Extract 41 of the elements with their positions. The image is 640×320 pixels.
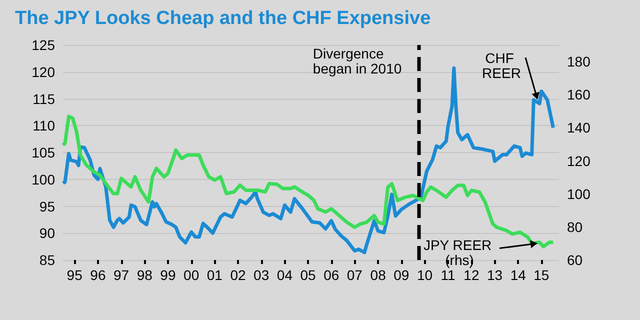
ref-line-label: Divergence began in 2010	[312, 46, 402, 76]
x-tick-label: 13	[486, 267, 503, 283]
y-tick-label: 110	[32, 118, 56, 134]
y-tick-label: 100	[32, 171, 56, 188]
x-tick-label: 98	[136, 267, 153, 283]
y-tick-label: 95	[39, 198, 56, 214]
x-tick-label: 12	[464, 267, 480, 283]
y-tick-label: 115	[32, 90, 56, 107]
x-tick-label: 08	[370, 267, 386, 283]
x-tick-label: 97	[113, 267, 130, 283]
y2-tick-label: 160	[567, 86, 591, 103]
x-tick-label: 95	[66, 267, 83, 283]
series-label: CHF REER	[482, 50, 521, 82]
x-tick-label: 10	[416, 267, 433, 283]
x-tick-label: 01	[206, 267, 223, 283]
y-tick-label: 105	[32, 144, 56, 160]
x-tick-label: 09	[394, 267, 410, 283]
x-tick-label: 11	[440, 267, 456, 283]
line-series	[61, 114, 555, 248]
y-tick-label: 120	[32, 64, 56, 80]
x-tick-label: 07	[346, 267, 363, 283]
x-tick-label: 14	[510, 267, 526, 283]
y2-tick-label: 100	[567, 186, 591, 202]
x-tick-label: 15	[534, 267, 550, 283]
x-tick-label: 96	[90, 267, 106, 283]
x-tick-label: 03	[254, 267, 270, 283]
y2-tick-label: 60	[567, 252, 583, 268]
x-tick-label: 02	[230, 267, 246, 283]
x-tick-label: 05	[300, 267, 316, 283]
x-tick-label: 06	[324, 267, 340, 283]
x-tick-label: 04	[276, 267, 293, 283]
y2-tick-label: 140	[567, 120, 591, 136]
chart-title: The JPY Looks Cheap and the CHF Expensive	[15, 8, 431, 29]
y2-tick-label: 180	[567, 54, 591, 70]
y-tick-label: 85	[39, 252, 56, 268]
y-tick-label: 125	[32, 37, 56, 53]
x-tick-label: 99	[160, 267, 176, 283]
y2-tick-label: 80	[567, 218, 583, 235]
y-tick-label: 90	[39, 225, 56, 242]
x-tick-label: 00	[184, 267, 200, 283]
y2-tick-label: 120	[567, 152, 591, 169]
